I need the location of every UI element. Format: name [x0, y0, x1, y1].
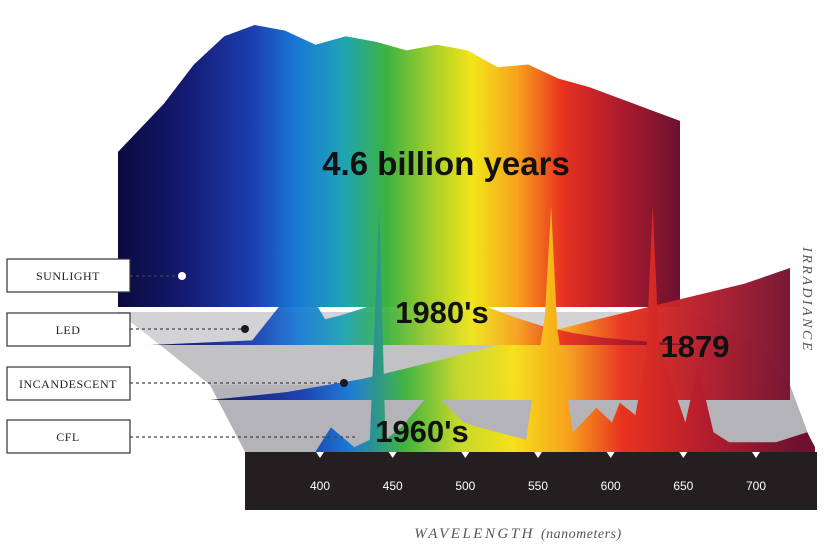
x-axis-title: WAVELENGTH [414, 526, 535, 542]
x-tick-label: 600 [601, 479, 621, 493]
era-label-cfl: 1960's [375, 414, 469, 449]
x-axis-bar [245, 452, 817, 510]
sunlight-area [118, 25, 680, 307]
x-axis-ticks: 400 450 500 550 600 650 700 [310, 452, 766, 493]
x-tick-label: 550 [528, 479, 548, 493]
legend-box [6, 366, 131, 401]
x-tick-mark [461, 452, 470, 458]
era-label-led: 1980's [395, 295, 489, 330]
x-tick-mark [606, 452, 615, 458]
x-tick-mark [534, 452, 542, 458]
leader-dot [340, 379, 348, 387]
legend-label: LED [56, 323, 81, 337]
cfl-area [245, 206, 815, 452]
x-tick-mark [316, 452, 324, 458]
x-tick-mark [388, 452, 397, 458]
legend-item-led: LED [6, 312, 249, 347]
leader-dot [241, 325, 249, 333]
x-axis-unit: (nanometers) [541, 527, 622, 542]
legend-item-sunlight: SUNLIGHT [6, 258, 186, 293]
x-tick-mark [752, 452, 760, 458]
x-tick-label: 500 [455, 479, 475, 493]
x-tick-label: 400 [310, 479, 330, 493]
led-area [150, 253, 690, 345]
legend-box [6, 258, 131, 293]
legend-label: INCANDESCENT [19, 377, 117, 391]
era-label-sunlight: 4.6 billion years [322, 145, 570, 182]
x-tick-mark [679, 452, 688, 458]
era-label-incandescent: 1879 [661, 329, 730, 364]
leader-dot [178, 272, 186, 280]
legend-item-cfl: CFL [6, 419, 358, 454]
x-tick-label: 450 [383, 479, 403, 493]
x-tick-label: 700 [746, 479, 766, 493]
x-tick-label: 650 [673, 479, 693, 493]
series-layers [118, 25, 815, 452]
legend-label: CFL [56, 430, 80, 444]
legend-label: SUNLIGHT [36, 269, 100, 283]
legend-box [6, 312, 131, 347]
y-axis-title: IRRADIANCE [799, 246, 814, 353]
legend-item-incandescent: INCANDESCENT [6, 366, 348, 401]
legend: SUNLIGHT LED INCANDESCENT CFL [6, 258, 358, 454]
